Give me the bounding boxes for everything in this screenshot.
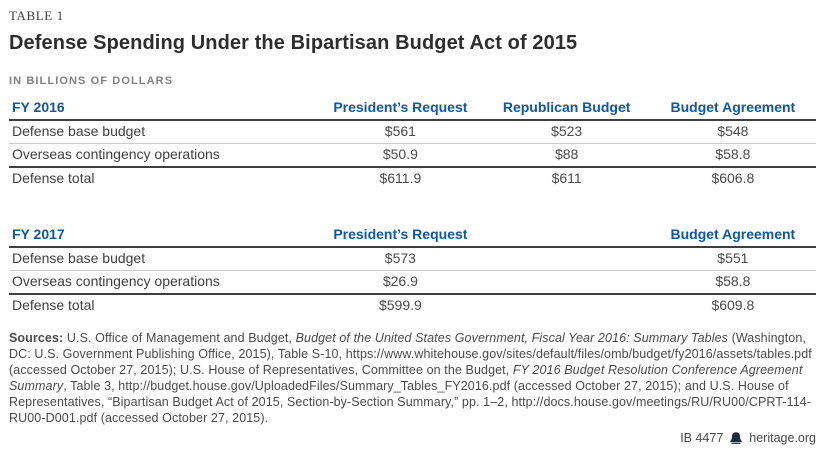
table-kicker: TABLE 1 [9, 8, 64, 23]
fy2016-header-row: FY 2016 President’s Request Republican B… [9, 99, 816, 121]
table-row-total: Defense total $599.9 $609.8 [9, 294, 816, 317]
value-cell: $88 [483, 143, 650, 168]
value-cell: $523 [483, 120, 650, 144]
fy2017-header-row: FY 2017 President’s Request Budget Agree… [9, 226, 816, 248]
table-row: Defense base budget $573 $551 [9, 247, 816, 271]
value-cell: $609.8 [711, 297, 755, 313]
column-header-presidents-request: President’s Request [317, 99, 484, 121]
column-header-budget-agreement: Budget Agreement [649, 99, 816, 121]
table-row: Defense base budget $561 $523 $548 [9, 120, 816, 144]
column-header-republican-budget: Republican Budget [483, 99, 650, 121]
row-label-cell: Defense base budget [9, 120, 318, 144]
column-header-presidents-request: President’s Request [317, 226, 484, 248]
table-row-total: Defense total $611.9 $611 $606.8 [9, 167, 816, 190]
value-cell: $58.8 [649, 270, 816, 295]
row-label-cell: Defense base budget [9, 247, 318, 271]
footer: IB 4477 heritage.org [9, 430, 816, 446]
row-label-cell: Defense total [12, 170, 95, 186]
fy2016-title-cell: FY 2016 [9, 99, 318, 121]
liberty-bell-icon [729, 431, 743, 445]
sources-paragraph: Sources: U.S. Office of Management and B… [9, 331, 812, 425]
value-cell: $611 [551, 170, 582, 186]
value-cell: $548 [649, 120, 816, 144]
table-row: Overseas contingency operations $26.9 $5… [9, 270, 816, 295]
value-cell: $58.8 [649, 143, 816, 168]
fy2016-table: FY 2016 President’s Request Republican B… [9, 99, 816, 190]
column-header-empty [483, 226, 650, 248]
value-cell: $606.8 [711, 170, 755, 186]
value-cell: $551 [649, 247, 816, 271]
column-header-budget-agreement: Budget Agreement [649, 226, 816, 248]
row-label-cell: Overseas contingency operations [9, 143, 318, 168]
value-cell [483, 270, 650, 295]
footer-doc-id: IB 4477 [680, 431, 724, 445]
value-cell: $611.9 [379, 170, 422, 186]
page-subtitle: IN BILLIONS OF DOLLARS [9, 75, 174, 87]
row-label-cell: Defense total [12, 297, 95, 313]
page-title: Defense Spending Under the Bipartisan Bu… [9, 32, 578, 54]
value-cell: $50.9 [317, 143, 484, 168]
value-cell: $561 [317, 120, 484, 144]
row-label-cell: Overseas contingency operations [9, 270, 318, 295]
value-cell: $599.9 [378, 297, 422, 313]
value-cell [484, 294, 650, 317]
value-cell: $26.9 [317, 270, 484, 295]
footer-site: heritage.org [749, 431, 816, 445]
value-cell [483, 247, 650, 271]
table-row: Overseas contingency operations $50.9 $8… [9, 143, 816, 168]
fy2017-table: FY 2017 President’s Request Budget Agree… [9, 226, 816, 317]
value-cell: $573 [317, 247, 484, 271]
fy2017-title-cell: FY 2017 [9, 226, 318, 248]
